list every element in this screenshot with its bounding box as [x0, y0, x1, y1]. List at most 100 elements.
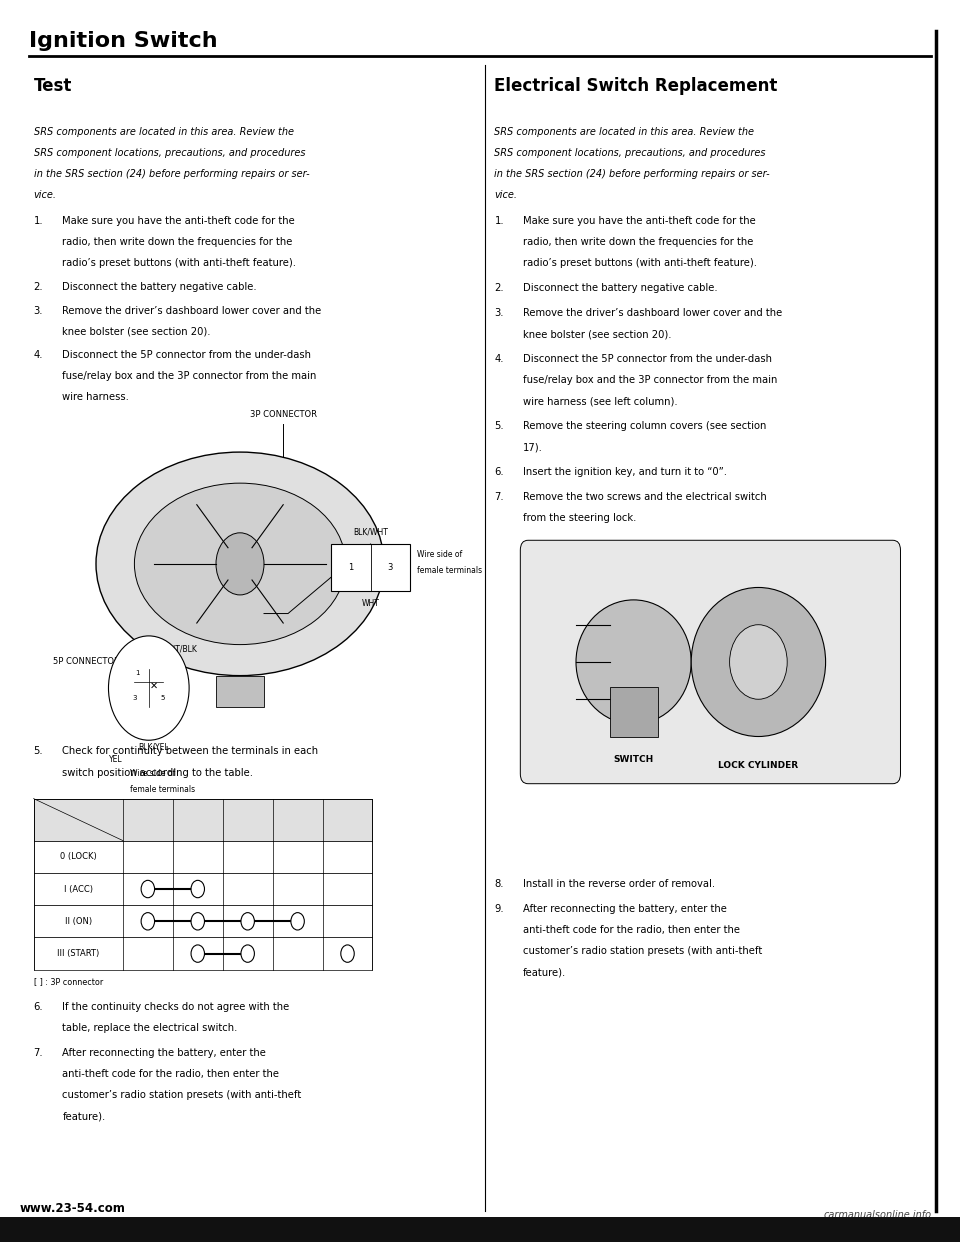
Text: knee bolster (see section 20).: knee bolster (see section 20).: [62, 327, 211, 337]
Circle shape: [241, 945, 254, 963]
Text: 7.: 7.: [34, 1048, 43, 1058]
Text: SRS component locations, precautions, and procedures: SRS component locations, precautions, an…: [494, 148, 766, 158]
Circle shape: [141, 881, 155, 898]
Text: switch position according to the table.: switch position according to the table.: [62, 768, 253, 777]
Text: BLK/WHT: BLK/WHT: [353, 528, 388, 537]
Text: (ST): (ST): [341, 827, 354, 833]
Ellipse shape: [576, 600, 691, 724]
Text: Insert the ignition key, and turn it to “0”.: Insert the ignition key, and turn it to …: [523, 467, 728, 477]
Text: wire harness (see left column).: wire harness (see left column).: [523, 396, 678, 406]
Text: vice.: vice.: [494, 190, 517, 200]
Text: Test: Test: [34, 77, 72, 94]
Text: Ignition Switch: Ignition Switch: [29, 31, 217, 51]
Circle shape: [191, 913, 204, 930]
Text: Position: Position: [37, 832, 64, 838]
Text: 6.: 6.: [494, 467, 504, 477]
Text: (BAT): (BAT): [189, 827, 206, 833]
Text: 6.: 6.: [34, 1002, 43, 1012]
Text: 9.: 9.: [494, 904, 504, 914]
Text: Remove the driver’s dashboard lower cover and the: Remove the driver’s dashboard lower cove…: [523, 308, 782, 318]
Text: 3.: 3.: [34, 306, 43, 315]
Text: WHT: WHT: [362, 599, 379, 607]
Text: WHT/BLK: WHT/BLK: [163, 645, 198, 653]
Circle shape: [241, 913, 254, 930]
Text: 4.: 4.: [34, 350, 43, 360]
Text: ✕: ✕: [150, 681, 157, 691]
Text: 1: 1: [348, 563, 353, 573]
Text: After reconnecting the battery, enter the: After reconnecting the battery, enter th…: [62, 1048, 266, 1058]
Text: Disconnect the battery negative cable.: Disconnect the battery negative cable.: [62, 282, 257, 292]
FancyBboxPatch shape: [216, 676, 264, 707]
Text: radio’s preset buttons (with anti-theft feature).: radio’s preset buttons (with anti-theft …: [62, 258, 297, 268]
Text: 4.: 4.: [494, 354, 504, 364]
Text: Install in the reverse order of removal.: Install in the reverse order of removal.: [523, 879, 715, 889]
Circle shape: [191, 945, 204, 963]
Text: anti-theft code for the radio, then enter the: anti-theft code for the radio, then ente…: [62, 1069, 279, 1079]
Text: 5P CONNECTOR: 5P CONNECTOR: [53, 657, 120, 666]
Text: carmanualsonline.info: carmanualsonline.info: [823, 1210, 931, 1220]
Text: vice.: vice.: [34, 190, 57, 200]
Text: 2.: 2.: [494, 283, 504, 293]
Circle shape: [216, 533, 264, 595]
Text: 3: 3: [295, 806, 300, 815]
Text: SRS component locations, precautions, and procedures: SRS component locations, precautions, an…: [34, 148, 305, 158]
Text: After reconnecting the battery, enter the: After reconnecting the battery, enter th…: [523, 904, 727, 914]
Text: BLK/YEL: BLK/YEL: [138, 743, 169, 751]
Ellipse shape: [96, 452, 384, 676]
Text: fuse/relay box and the 3P connector from the main: fuse/relay box and the 3P connector from…: [523, 375, 778, 385]
Text: [1]: [1]: [342, 806, 353, 815]
Circle shape: [191, 881, 204, 898]
Text: wire harness.: wire harness.: [62, 392, 130, 402]
Text: Wire side of: Wire side of: [417, 550, 462, 559]
FancyBboxPatch shape: [34, 938, 372, 970]
Text: female terminals: female terminals: [130, 785, 195, 794]
FancyBboxPatch shape: [34, 905, 372, 938]
Text: Disconnect the 5P connector from the under-dash: Disconnect the 5P connector from the und…: [62, 350, 311, 360]
Text: Make sure you have the anti-theft code for the: Make sure you have the anti-theft code f…: [62, 216, 295, 226]
Text: Remove the two screws and the electrical switch: Remove the two screws and the electrical…: [523, 492, 767, 502]
Text: 0 (LOCK): 0 (LOCK): [60, 852, 97, 861]
Text: feature).: feature).: [523, 968, 566, 977]
Text: (IG2): (IG2): [289, 827, 306, 833]
Text: 1.: 1.: [34, 216, 43, 226]
Text: Disconnect the 5P connector from the under-dash: Disconnect the 5P connector from the und…: [523, 354, 772, 364]
Text: II (ON): II (ON): [64, 917, 92, 925]
Text: Remove the driver’s dashboard lower cover and the: Remove the driver’s dashboard lower cove…: [62, 306, 322, 315]
Text: table, replace the electrical switch.: table, replace the electrical switch.: [62, 1023, 238, 1033]
Text: (IG1): (IG1): [239, 827, 256, 833]
Circle shape: [141, 913, 155, 930]
Text: feature).: feature).: [62, 1112, 106, 1122]
Text: Check for continuity between the terminals in each: Check for continuity between the termina…: [62, 746, 319, 756]
Ellipse shape: [134, 483, 346, 645]
Text: 1.: 1.: [494, 216, 504, 226]
Text: Wire side of: Wire side of: [130, 769, 175, 777]
Text: 3P CONNECTOR: 3P CONNECTOR: [250, 410, 317, 419]
Text: customer’s radio station presets (with anti-theft: customer’s radio station presets (with a…: [62, 1090, 301, 1100]
FancyBboxPatch shape: [610, 687, 658, 737]
Text: 1: 1: [145, 806, 151, 815]
Text: in the SRS section (24) before performing repairs or ser-: in the SRS section (24) before performin…: [494, 169, 770, 179]
Text: SWITCH: SWITCH: [613, 755, 654, 764]
Text: I (ACC): I (ACC): [63, 884, 93, 893]
Text: 5.: 5.: [34, 746, 43, 756]
Text: www.23-54.com: www.23-54.com: [19, 1202, 125, 1215]
Text: from the steering lock.: from the steering lock.: [523, 513, 636, 523]
Text: 5.: 5.: [494, 421, 504, 431]
Text: radio, then write down the frequencies for the: radio, then write down the frequencies f…: [523, 237, 754, 247]
Text: (ACC): (ACC): [138, 827, 157, 833]
Text: radio’s preset buttons (with anti-theft feature).: radio’s preset buttons (with anti-theft …: [523, 258, 757, 268]
FancyBboxPatch shape: [34, 841, 372, 873]
Circle shape: [108, 636, 189, 740]
Text: fuse/relay box and the 3P connector from the main: fuse/relay box and the 3P connector from…: [62, 371, 317, 381]
Circle shape: [341, 945, 354, 963]
Text: Disconnect the battery negative cable.: Disconnect the battery negative cable.: [523, 283, 718, 293]
Text: [ ] : 3P connector: [ ] : 3P connector: [34, 977, 103, 986]
Circle shape: [291, 913, 304, 930]
FancyBboxPatch shape: [34, 873, 372, 905]
Text: 3.: 3.: [494, 308, 504, 318]
Text: anti-theft code for the radio, then enter the: anti-theft code for the radio, then ente…: [523, 925, 740, 935]
Text: 2.: 2.: [34, 282, 43, 292]
FancyBboxPatch shape: [331, 544, 410, 591]
Text: Make sure you have the anti-theft code for the: Make sure you have the anti-theft code f…: [523, 216, 756, 226]
Text: [3]: [3]: [192, 806, 204, 815]
